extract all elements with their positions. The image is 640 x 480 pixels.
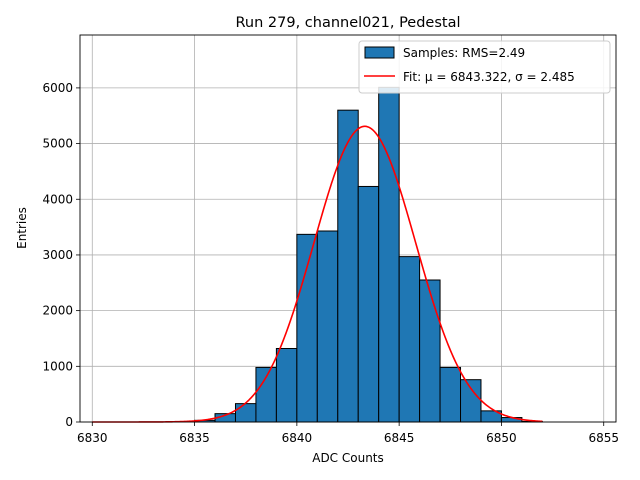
histogram-bar bbox=[460, 379, 482, 423]
histogram-bar bbox=[275, 347, 298, 423]
x-tick-label: 6830 bbox=[77, 431, 108, 445]
y-axis-label: Entries bbox=[15, 207, 29, 249]
y-tick-label: 3000 bbox=[42, 248, 73, 262]
x-tick-label: 6855 bbox=[588, 431, 619, 445]
x-axis-label: ADC Counts bbox=[312, 451, 384, 465]
histogram-bar bbox=[357, 185, 380, 423]
legend-box bbox=[358, 40, 611, 94]
x-tick-label: 6840 bbox=[282, 431, 313, 445]
legend: Samples: RMS=2.49 Fit: μ = 6843.322, σ =… bbox=[358, 40, 611, 94]
y-tick-label: 4000 bbox=[42, 192, 73, 206]
histogram-bar bbox=[234, 403, 257, 423]
histogram-bar bbox=[398, 256, 421, 423]
plot-area bbox=[79, 34, 617, 423]
x-tick-label: 6850 bbox=[486, 431, 517, 445]
y-tick-label: 0 bbox=[65, 415, 73, 429]
legend-histogram-swatch bbox=[364, 46, 395, 59]
y-tick-label: 5000 bbox=[42, 137, 73, 151]
y-tick-label: 2000 bbox=[42, 304, 73, 318]
legend-histogram-label: Samples: RMS=2.49 bbox=[403, 46, 525, 60]
x-tick-label: 6835 bbox=[179, 431, 210, 445]
y-tick-label: 6000 bbox=[42, 81, 73, 95]
chart-title: Run 279, channel021, Pedestal bbox=[235, 15, 460, 31]
x-axis: 6830 6835 6840 6845 6850 6855 bbox=[77, 422, 619, 445]
plot-frame bbox=[79, 34, 617, 423]
histogram-bar bbox=[316, 230, 339, 423]
y-tick-label: 1000 bbox=[42, 359, 73, 373]
histogram-bar bbox=[296, 233, 318, 423]
histogram-bar bbox=[378, 86, 400, 423]
y-axis: 0 1000 2000 3000 4000 5000 6000 bbox=[42, 81, 80, 429]
x-tick-label: 6845 bbox=[384, 431, 415, 445]
histogram-bar bbox=[419, 279, 441, 423]
legend-fit-label: Fit: μ = 6843.322, σ = 2.485 bbox=[403, 70, 575, 84]
histogram-bar bbox=[439, 366, 462, 423]
